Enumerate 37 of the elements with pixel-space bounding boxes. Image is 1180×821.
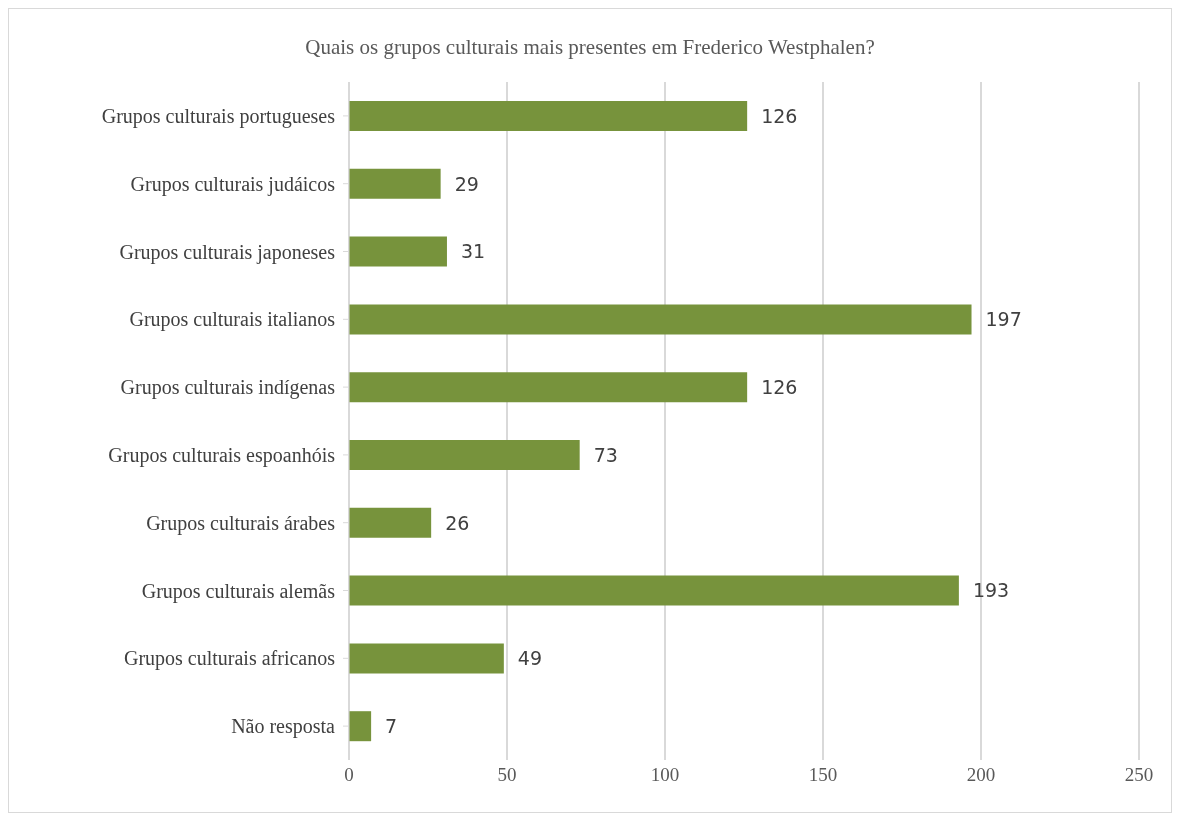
bar [349,304,972,335]
data-label: 126 [761,375,798,398]
bar [349,372,748,403]
data-label: 26 [445,511,470,534]
bar [349,711,372,742]
y-tick-label: Grupos culturais alemãs [141,579,336,603]
data-label: 31 [460,240,486,263]
y-tick-label: Grupos culturais portugueses [101,105,336,128]
x-tick-label: 200 [966,764,996,786]
bar [349,168,441,199]
bar [349,236,447,267]
x-tick-label: 150 [808,764,838,786]
y-tick-label: Não resposta [231,715,336,739]
data-label: 126 [761,104,798,127]
data-label: 49 [517,647,543,670]
y-tick-label: Grupos culturais árabes [146,511,336,535]
data-label: 73 [593,443,618,466]
y-tick-label: Grupos culturais espoanhóis [108,444,336,467]
y-tick-label: Grupos culturais indígenas [120,376,336,400]
bar [349,643,504,674]
y-tick-label: Grupos culturais japoneses [119,240,336,264]
x-tick-label: 0 [344,764,354,786]
y-tick-label: Grupos culturais judáicos [130,172,336,196]
x-tick-label: 250 [1124,764,1154,786]
x-tick-label: 50 [497,764,517,786]
data-label: 193 [972,579,1010,602]
y-tick-label: Grupos culturais africanos [123,647,336,671]
data-label: 197 [985,308,1022,331]
bar [349,440,580,470]
data-label: 7 [385,714,398,737]
y-tick-label: Grupos culturais italianos [129,308,336,332]
chart-title: Quais os grupos culturais mais presentes em Frederico Westphalen? [304,35,876,60]
bar [349,507,432,538]
bar [349,575,959,606]
bar [349,101,748,131]
x-tick-label: 100 [650,764,680,786]
data-label: 29 [454,172,479,195]
